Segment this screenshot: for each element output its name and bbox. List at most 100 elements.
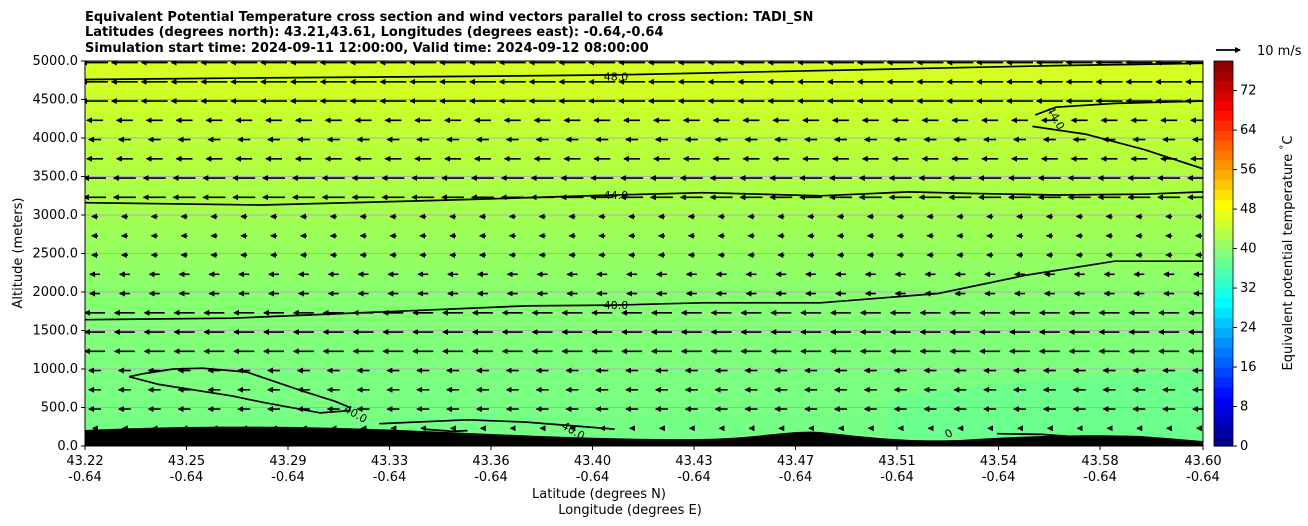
colorbar-tick-label: 64 (1240, 123, 1257, 138)
x-tick-lon: -0.64 (271, 470, 305, 485)
x-tick-lon: -0.64 (1186, 470, 1220, 485)
contour-label: 48.0 (604, 70, 629, 83)
colorbar-segment (1214, 367, 1233, 378)
x-tick-lat: 43.29 (269, 454, 306, 469)
colorbar-segment (1214, 278, 1233, 289)
colorbar-segment (1214, 347, 1233, 358)
x-tick-lat: 43.47 (777, 454, 814, 469)
colorbar-segment (1214, 297, 1233, 309)
x-tick-lat: 43.25 (168, 454, 205, 469)
contour-line (1032, 125, 1203, 170)
x-tick-lat: 43.22 (66, 454, 103, 469)
colorbar-segment (1214, 268, 1233, 279)
wind-vectors (85, 61, 1203, 432)
x-tick-lat: 43.33 (371, 454, 408, 469)
x-tick-lat: 43.43 (675, 454, 712, 469)
colorbar-segment (1214, 130, 1233, 141)
x-tick-lat: 43.60 (1184, 454, 1221, 469)
contour-line (85, 62, 1203, 81)
colorbar-segment (1214, 426, 1233, 437)
colorbar-segment (1214, 100, 1233, 111)
x-tick-lon: -0.64 (474, 470, 508, 485)
contour-line (85, 260, 1203, 321)
colorbar-segment (1214, 159, 1233, 171)
x-axis: 43.22-0.6443.25-0.6443.29-0.6443.33-0.64… (66, 446, 1222, 485)
y-tick-label: 2000.0 (33, 285, 79, 300)
colorbar-segment (1214, 149, 1233, 161)
colorbar-segment (1214, 307, 1233, 319)
x-tick-lon: -0.64 (982, 470, 1016, 485)
colorbar-segment (1214, 169, 1233, 181)
title-line-1: Equivalent Potential Temperature cross s… (85, 10, 813, 25)
colorbar-tick-label: 8 (1240, 400, 1248, 415)
colorbar-segment (1214, 238, 1233, 250)
colorbar-segment (1214, 189, 1233, 200)
colorbar-segment (1214, 90, 1233, 102)
title-line-2: Latitudes (degrees north): 43.21,43.61, … (85, 25, 664, 40)
chart-title: Equivalent Potential Temperature cross s… (85, 10, 813, 56)
x-tick-lon: -0.64 (880, 470, 914, 485)
colorbar-segment (1214, 406, 1233, 417)
y-tick-label: 500.0 (41, 401, 78, 416)
colorbar-segment (1214, 337, 1233, 348)
y-tick-label: 1000.0 (33, 362, 79, 377)
x-tick-lon: -0.64 (677, 470, 711, 485)
colorbar-segment (1214, 139, 1233, 151)
colorbar-tick-label: 48 (1240, 202, 1257, 217)
colorbar-segment (1214, 327, 1233, 339)
colorbar-segment (1214, 179, 1233, 190)
x-tick-lat: 43.54 (980, 454, 1017, 469)
contour-line (1035, 100, 1203, 116)
contour-line (423, 428, 468, 433)
y-tick-label: 1500.0 (33, 324, 79, 339)
colorbar-ticks: 0 8 16 24 32 40 48 56 64 72 (1233, 84, 1257, 454)
colorbar-segment (1214, 61, 1233, 72)
contour-line (85, 191, 1203, 206)
colorbar (1214, 61, 1233, 447)
colorbar-segment (1214, 416, 1233, 427)
colorbar-segment (1214, 120, 1233, 131)
colorbar-segment (1214, 70, 1233, 82)
colorbar-label: Equivalent potential temperature °C (1279, 136, 1296, 371)
y-tick-label: 4000.0 (33, 131, 79, 146)
contour-line (128, 367, 351, 414)
colorbar-segment (1214, 317, 1233, 329)
colorbar-segment (1214, 396, 1233, 408)
quiver-key-label: 10 m/s (1257, 44, 1302, 59)
colorbar-tick-label: 32 (1240, 281, 1257, 296)
colorbar-segment (1214, 386, 1233, 398)
filled-contour-top (85, 61, 1203, 94)
x-tick-lon: -0.64 (779, 470, 813, 485)
y-axis-label: Altitude (meters) (11, 198, 26, 309)
x-tick-lat: 43.58 (1081, 454, 1118, 469)
colorbar-tick-label: 24 (1240, 321, 1257, 336)
plot-area (85, 61, 1203, 446)
y-tick-label: 0.0 (57, 439, 78, 454)
x-axis-label-2: Longitude (degrees E) (558, 503, 702, 518)
contour-lines (85, 62, 1203, 439)
x-tick-lon: -0.64 (576, 470, 610, 485)
quiver-key: 10 m/s (1216, 44, 1302, 59)
x-tick-lat: 43.51 (878, 454, 915, 469)
y-tick-label: 3500.0 (33, 170, 79, 185)
colorbar-segment (1214, 288, 1233, 299)
y-tick-label: 3000.0 (33, 208, 79, 223)
x-tick-lon: -0.64 (1083, 470, 1117, 485)
colorbar-tick-label: 72 (1240, 84, 1257, 99)
colorbar-tick-label: 40 (1240, 242, 1257, 257)
colorbar-segment (1214, 228, 1233, 240)
y-tick-label: 5000.0 (33, 54, 79, 69)
x-axis-label-1: Latitude (degrees N) (532, 487, 666, 502)
x-tick-lat: 43.40 (574, 454, 611, 469)
y-tick-label: 4500.0 (33, 93, 79, 108)
colorbar-tick-label: 0 (1240, 439, 1248, 454)
colorbar-segment (1214, 357, 1233, 368)
x-tick-lon: -0.64 (373, 470, 407, 485)
colorbar-segment (1214, 199, 1233, 210)
x-tick-lon: -0.64 (170, 470, 204, 485)
terrain (85, 426, 1203, 446)
y-tick-label: 2500.0 (33, 247, 79, 262)
colorbar-segment (1214, 218, 1233, 230)
colorbar-tick-label: 16 (1240, 360, 1257, 375)
